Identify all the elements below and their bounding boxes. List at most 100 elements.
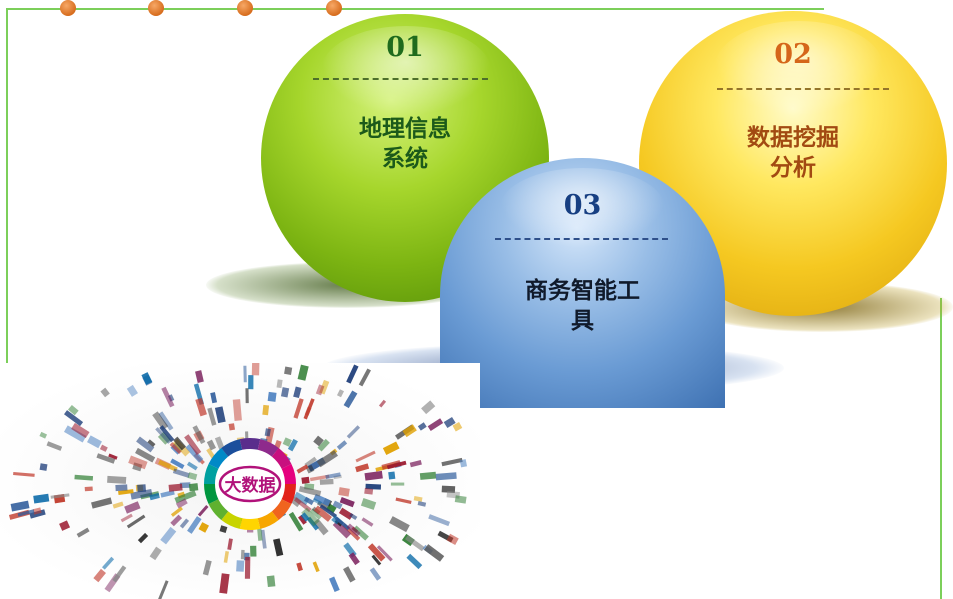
logo-chip xyxy=(149,492,160,501)
logo-chip xyxy=(46,441,63,451)
dashed-divider xyxy=(717,88,889,90)
logo-chip xyxy=(301,476,310,484)
logo-chip xyxy=(409,460,422,468)
logo-chip xyxy=(175,498,188,509)
logo-chip xyxy=(360,498,377,510)
logo-chip xyxy=(179,518,190,529)
logo-chip xyxy=(243,365,247,383)
frame-left-line xyxy=(6,8,8,363)
logo-chip xyxy=(364,470,383,481)
logo-chip xyxy=(343,566,356,583)
logo-chip xyxy=(107,475,127,484)
logo-chip xyxy=(284,366,293,375)
logo-chip xyxy=(338,507,354,520)
logo-chip xyxy=(312,561,320,573)
logo-chip xyxy=(102,556,115,570)
logo-chip xyxy=(293,398,304,419)
logo-chip xyxy=(170,506,183,517)
logo-chip xyxy=(250,545,257,557)
logo-chip xyxy=(251,363,260,376)
logo-chip xyxy=(267,391,277,402)
logo-chip xyxy=(378,399,387,408)
logo-chip xyxy=(388,516,410,533)
dashed-divider xyxy=(313,78,488,80)
logo-chip xyxy=(388,471,396,480)
logo-chip xyxy=(293,497,312,513)
logo-chip xyxy=(64,410,84,427)
logo-chip xyxy=(306,516,319,531)
logo-chip xyxy=(173,436,187,451)
logo-chip xyxy=(244,556,251,579)
logo-chip xyxy=(172,468,190,478)
logo-chip xyxy=(198,522,210,533)
logo-chip xyxy=(293,491,310,506)
logo-chip xyxy=(50,493,70,499)
logo-chip xyxy=(406,553,423,570)
logo-chip xyxy=(304,456,317,468)
logo-chip xyxy=(214,406,226,424)
big-data-label: 大数据 xyxy=(225,475,276,496)
logo-chip xyxy=(63,425,87,443)
logo-chip xyxy=(454,495,467,504)
logo-chip xyxy=(316,450,339,468)
logo-chip xyxy=(421,400,436,415)
logo-chip xyxy=(206,439,216,451)
logo-chip xyxy=(395,497,412,505)
logo-chip xyxy=(402,424,417,438)
big-data-illustration: 大数据 xyxy=(0,363,480,599)
logo-chip xyxy=(459,459,468,468)
sphere-03-business-intelligence: 03 商务智能工 具 xyxy=(440,158,725,408)
logo-chip xyxy=(346,364,359,384)
sphere-highlight xyxy=(321,26,491,116)
logo-chip xyxy=(325,472,341,480)
logo-chip xyxy=(160,526,177,545)
logo-chip xyxy=(99,444,108,452)
logo-chip xyxy=(188,483,199,492)
logo-chip xyxy=(124,501,141,514)
label-line-2: 分析 xyxy=(770,155,816,181)
logo-chip xyxy=(158,459,178,472)
logo-chip xyxy=(309,474,330,482)
logo-chip xyxy=(147,439,156,447)
logo-chip xyxy=(157,580,169,599)
logo-chip xyxy=(137,532,149,544)
logo-chip xyxy=(128,455,148,470)
logo-chip xyxy=(309,508,322,520)
logo-chip xyxy=(257,528,263,541)
logo-chip xyxy=(446,533,459,546)
logo-chip xyxy=(349,512,358,520)
logo-chip xyxy=(149,546,162,561)
logo-chip xyxy=(248,375,254,390)
sphere-number: 01 xyxy=(386,32,424,63)
logo-chip xyxy=(300,512,310,522)
logo-chip xyxy=(417,422,427,431)
logo-chip xyxy=(423,544,445,562)
logo-chip xyxy=(382,441,400,456)
logo-chip xyxy=(108,453,118,460)
logo-chip xyxy=(315,384,325,396)
logo-chip xyxy=(161,386,175,408)
sphere-number: 03 xyxy=(563,190,602,221)
logo-chip xyxy=(296,562,303,572)
logo-chip xyxy=(312,497,322,505)
logo-chip xyxy=(187,472,198,481)
logo-chip xyxy=(355,450,376,463)
logo-chip xyxy=(158,411,174,431)
logo-chip xyxy=(334,516,351,531)
logo-chip xyxy=(74,474,94,481)
logo-chip xyxy=(112,501,124,509)
logo-chip xyxy=(282,437,292,447)
logo-chip xyxy=(141,372,153,385)
logo-chip xyxy=(428,514,451,527)
logo-chip xyxy=(339,497,355,508)
logo-chip xyxy=(317,438,330,452)
logo-chip xyxy=(348,552,360,566)
logo-chip xyxy=(332,520,352,539)
logo-chip xyxy=(365,483,382,490)
dashed-divider xyxy=(495,238,668,240)
logo-chip xyxy=(329,576,340,593)
label-line-1: 商务智能工 xyxy=(525,278,640,304)
logo-chip xyxy=(219,525,228,533)
logo-chip xyxy=(332,500,343,510)
logo-chip xyxy=(304,406,312,416)
